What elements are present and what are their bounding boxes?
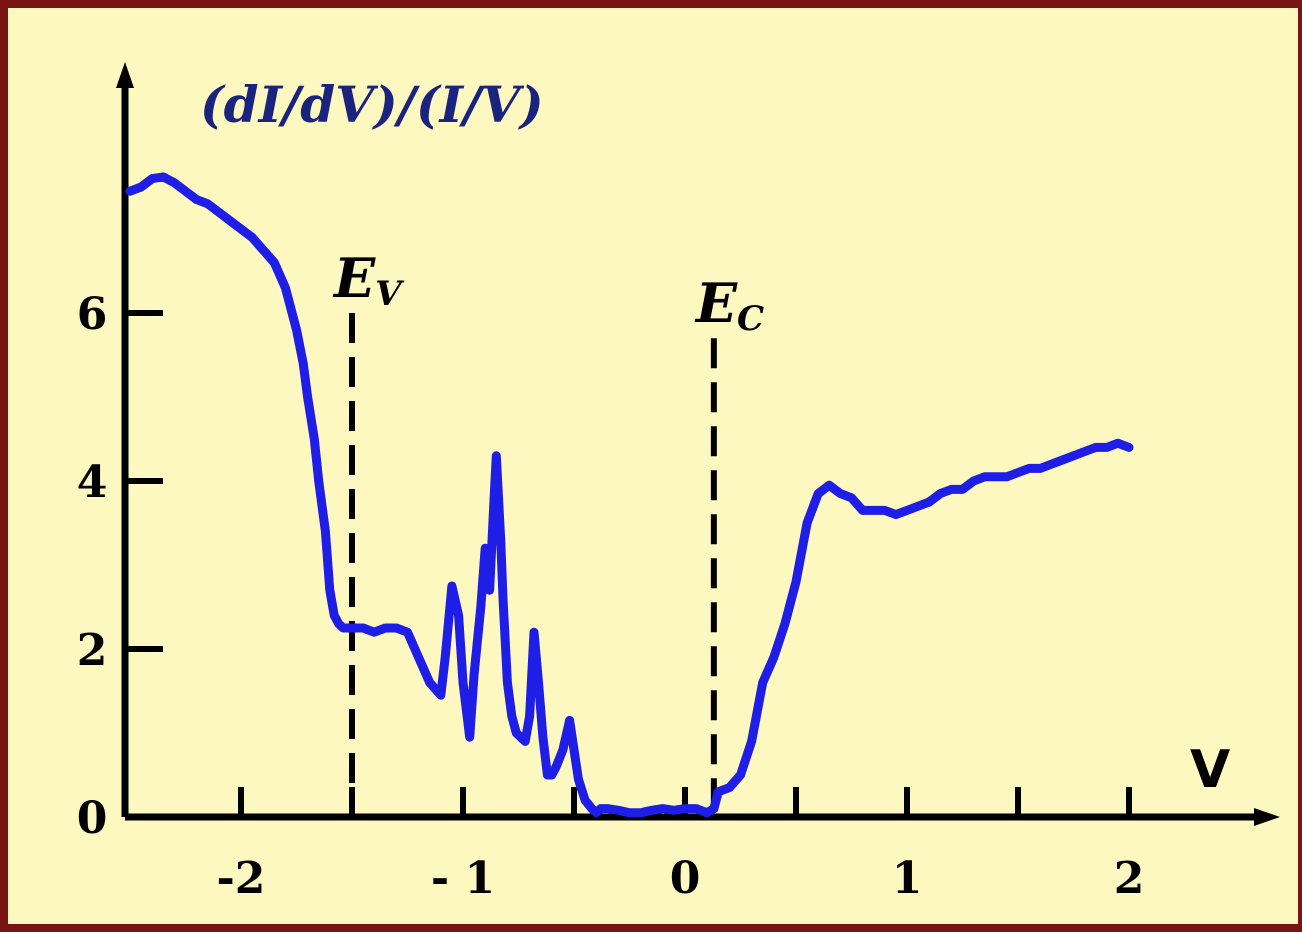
band-edge-symbol: E (694, 271, 738, 335)
y-tick-label: 6 (77, 289, 108, 340)
band-edge-subscript: C (737, 299, 764, 339)
y-tick-label: 4 (77, 457, 108, 508)
y-tick-label: 0 (77, 793, 108, 844)
x-tick-label: - 1 (431, 853, 495, 904)
band-edge-label: EC (694, 271, 764, 339)
band-edge-symbol: E (332, 246, 376, 310)
x-tick-label: 0 (670, 853, 701, 904)
x-axis-label: V (1190, 740, 1230, 800)
x-axis-arrow (1254, 808, 1280, 826)
data-series-line (125, 172, 1134, 818)
y-tick-label: 2 (77, 625, 108, 676)
y-axis-arrow (116, 62, 134, 88)
x-tick-label: 2 (1114, 853, 1145, 904)
x-tick-label: 1 (892, 853, 923, 904)
y-axis-label: (dI/dV)/(I/V) (200, 75, 544, 134)
band-edge-subscript: V (375, 274, 405, 314)
x-tick-label: -2 (217, 853, 266, 904)
band-edge-label: EV (332, 246, 405, 314)
